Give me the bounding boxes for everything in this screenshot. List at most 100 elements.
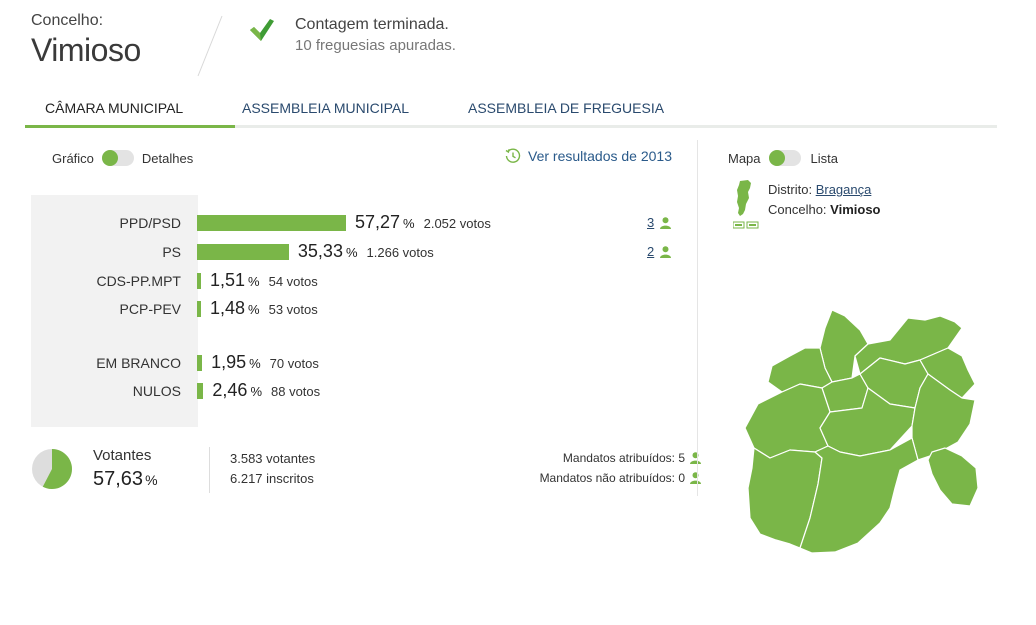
map-toggle-row: Mapa Lista	[728, 150, 838, 166]
result-bar	[197, 215, 346, 231]
person-icon	[690, 472, 701, 484]
percentage-value: 57,27	[355, 212, 401, 232]
result-row: EM BRANCO 1,95% 70 votos	[31, 352, 681, 374]
vote-count: 88 votos	[271, 384, 321, 399]
election-tabs: CÂMARA MUNICIPAL ASSEMBLEIA MUNICIPAL AS…	[25, 95, 997, 128]
result-bar	[197, 301, 201, 317]
party-name: PS	[162, 244, 181, 260]
party-name: EM BRANCO	[96, 355, 181, 371]
history-link-label: Ver resultados de 2013	[528, 148, 672, 164]
turnout-counts: 3.583 votantes 6.217 inscritos	[230, 449, 315, 489]
person-icon	[690, 452, 701, 464]
concelho-info-label: Concelho:	[768, 202, 827, 217]
result-row: PPD/PSD 57,27% 2.052 votos 3	[31, 212, 681, 234]
percent-symbol: %	[249, 356, 261, 371]
result-percentage: 1,51% 54 votos	[210, 270, 318, 291]
vote-count: 2.052 votos	[423, 216, 491, 231]
concelho-name: Vimioso	[31, 32, 141, 68]
result-percentage: 35,33% 1.266 votos	[298, 241, 434, 262]
result-bar	[197, 273, 201, 289]
percentage-value: 1,48	[210, 298, 246, 318]
panel-divider	[697, 140, 698, 496]
seats-link[interactable]: 2	[647, 244, 672, 259]
tab-camara-municipal[interactable]: CÂMARA MUNICIPAL	[45, 100, 184, 116]
map-toggle[interactable]	[768, 150, 801, 166]
header: Concelho: Vimioso Contagem terminada. 10…	[31, 10, 991, 77]
percent-symbol: %	[250, 384, 262, 399]
concelho-info-name: Vimioso	[830, 202, 881, 217]
result-bar	[197, 383, 204, 399]
result-bar	[197, 244, 289, 260]
freguesia-region[interactable]	[799, 437, 919, 554]
map-toggle-right-label: Lista	[810, 150, 838, 166]
result-row: CDS-PP.MPT 1,51% 54 votos	[31, 270, 681, 292]
mandates-unassigned-label: Mandatos não atribuídos: 0	[539, 471, 685, 485]
concelho-label: Concelho:	[31, 12, 104, 29]
percent-symbol: %	[403, 216, 415, 231]
vote-count: 1.266 votos	[366, 245, 434, 260]
active-tab-indicator	[25, 125, 235, 128]
person-icon	[660, 245, 672, 258]
district-line: Distrito: Bragança	[768, 180, 881, 200]
checkmark-icon	[250, 19, 274, 41]
district-info: Distrito: Bragança Concelho: Vimioso	[768, 180, 881, 220]
turnout-divider	[209, 447, 210, 493]
mandates-unassigned: Mandatos não atribuídos: 0	[521, 468, 701, 488]
result-row: PCP-PEV 1,48% 53 votos	[31, 298, 681, 320]
percent-symbol: %	[345, 245, 358, 260]
freguesia-region[interactable]	[744, 383, 831, 459]
percentage-value: 35,33	[297, 241, 343, 261]
party-name: PPD/PSD	[119, 215, 181, 231]
result-percentage: 1,95% 70 votos	[211, 352, 319, 373]
tab-assembleia-municipal[interactable]: ASSEMBLEIA MUNICIPAL	[242, 100, 410, 116]
tab-assembleia-freguesia[interactable]: ASSEMBLEIA DE FREGUESIA	[468, 100, 665, 116]
status-title: Contagem terminada.	[295, 16, 449, 33]
seats-count: 2	[647, 244, 655, 259]
percent-symbol: %	[248, 274, 260, 289]
seats-link[interactable]: 3	[647, 215, 672, 230]
toggle-knob	[768, 150, 785, 166]
registered-count: 6.217 inscritos	[230, 471, 314, 486]
party-name: CDS-PP.MPT	[96, 273, 181, 289]
result-percentage: 2,46% 88 votos	[212, 380, 320, 401]
vote-count: 53 votos	[268, 302, 318, 317]
mandates-assigned-label: Mandatos atribuídos: 5	[562, 451, 685, 465]
result-row: PS 35,33% 1.266 votos 2	[31, 241, 681, 263]
concelho-map	[744, 309, 979, 554]
percent-symbol: %	[248, 302, 260, 317]
person-icon	[660, 216, 672, 229]
turnout-pie-chart	[32, 449, 72, 489]
percentage-value: 2,46	[212, 380, 248, 400]
party-name: NULOS	[132, 383, 181, 399]
district-label: Distrito:	[768, 182, 813, 197]
result-percentage: 1,48% 53 votos	[210, 298, 318, 319]
freguesia-region[interactable]	[927, 447, 979, 507]
seats-count: 3	[647, 215, 655, 230]
mandates-assigned: Mandatos atribuídos: 5	[521, 448, 701, 468]
result-row: NULOS 2,46% 88 votos	[31, 380, 681, 402]
freguesia-region[interactable]	[819, 387, 916, 457]
history-clock-icon	[505, 148, 521, 163]
turnout-pct: 57,63	[93, 468, 144, 490]
party-name: PCP-PEV	[119, 301, 181, 317]
percentage-value: 1,95	[211, 352, 247, 372]
turnout-value: 57,63%	[93, 468, 158, 491]
view-toggle-row: Gráfico Detalhes	[52, 150, 193, 166]
view-toggle-left-label: Gráfico	[52, 150, 94, 166]
mandates-summary: Mandatos atribuídos: 5 Mandatos não atri…	[521, 448, 701, 488]
history-results-link[interactable]: Ver resultados de 2013	[505, 148, 672, 164]
view-toggle[interactable]	[101, 150, 134, 166]
result-bar	[197, 355, 203, 371]
result-percentage: 57,27% 2.052 votos	[355, 212, 491, 233]
concelho-line: Concelho: Vimioso	[768, 200, 881, 220]
pie-turnout-slice	[42, 449, 72, 489]
district-link[interactable]: Bragança	[815, 182, 872, 197]
header-divider	[197, 15, 223, 77]
party-label-column	[31, 195, 198, 427]
status-subtitle: 10 freguesias apuradas.	[295, 37, 456, 54]
voters-count: 3.583 votantes	[230, 451, 316, 466]
portugal-map-icon[interactable]	[733, 180, 759, 230]
vote-count: 70 votos	[269, 356, 319, 371]
turnout-label: Votantes	[93, 447, 152, 464]
view-toggle-right-label: Detalhes	[141, 150, 194, 166]
